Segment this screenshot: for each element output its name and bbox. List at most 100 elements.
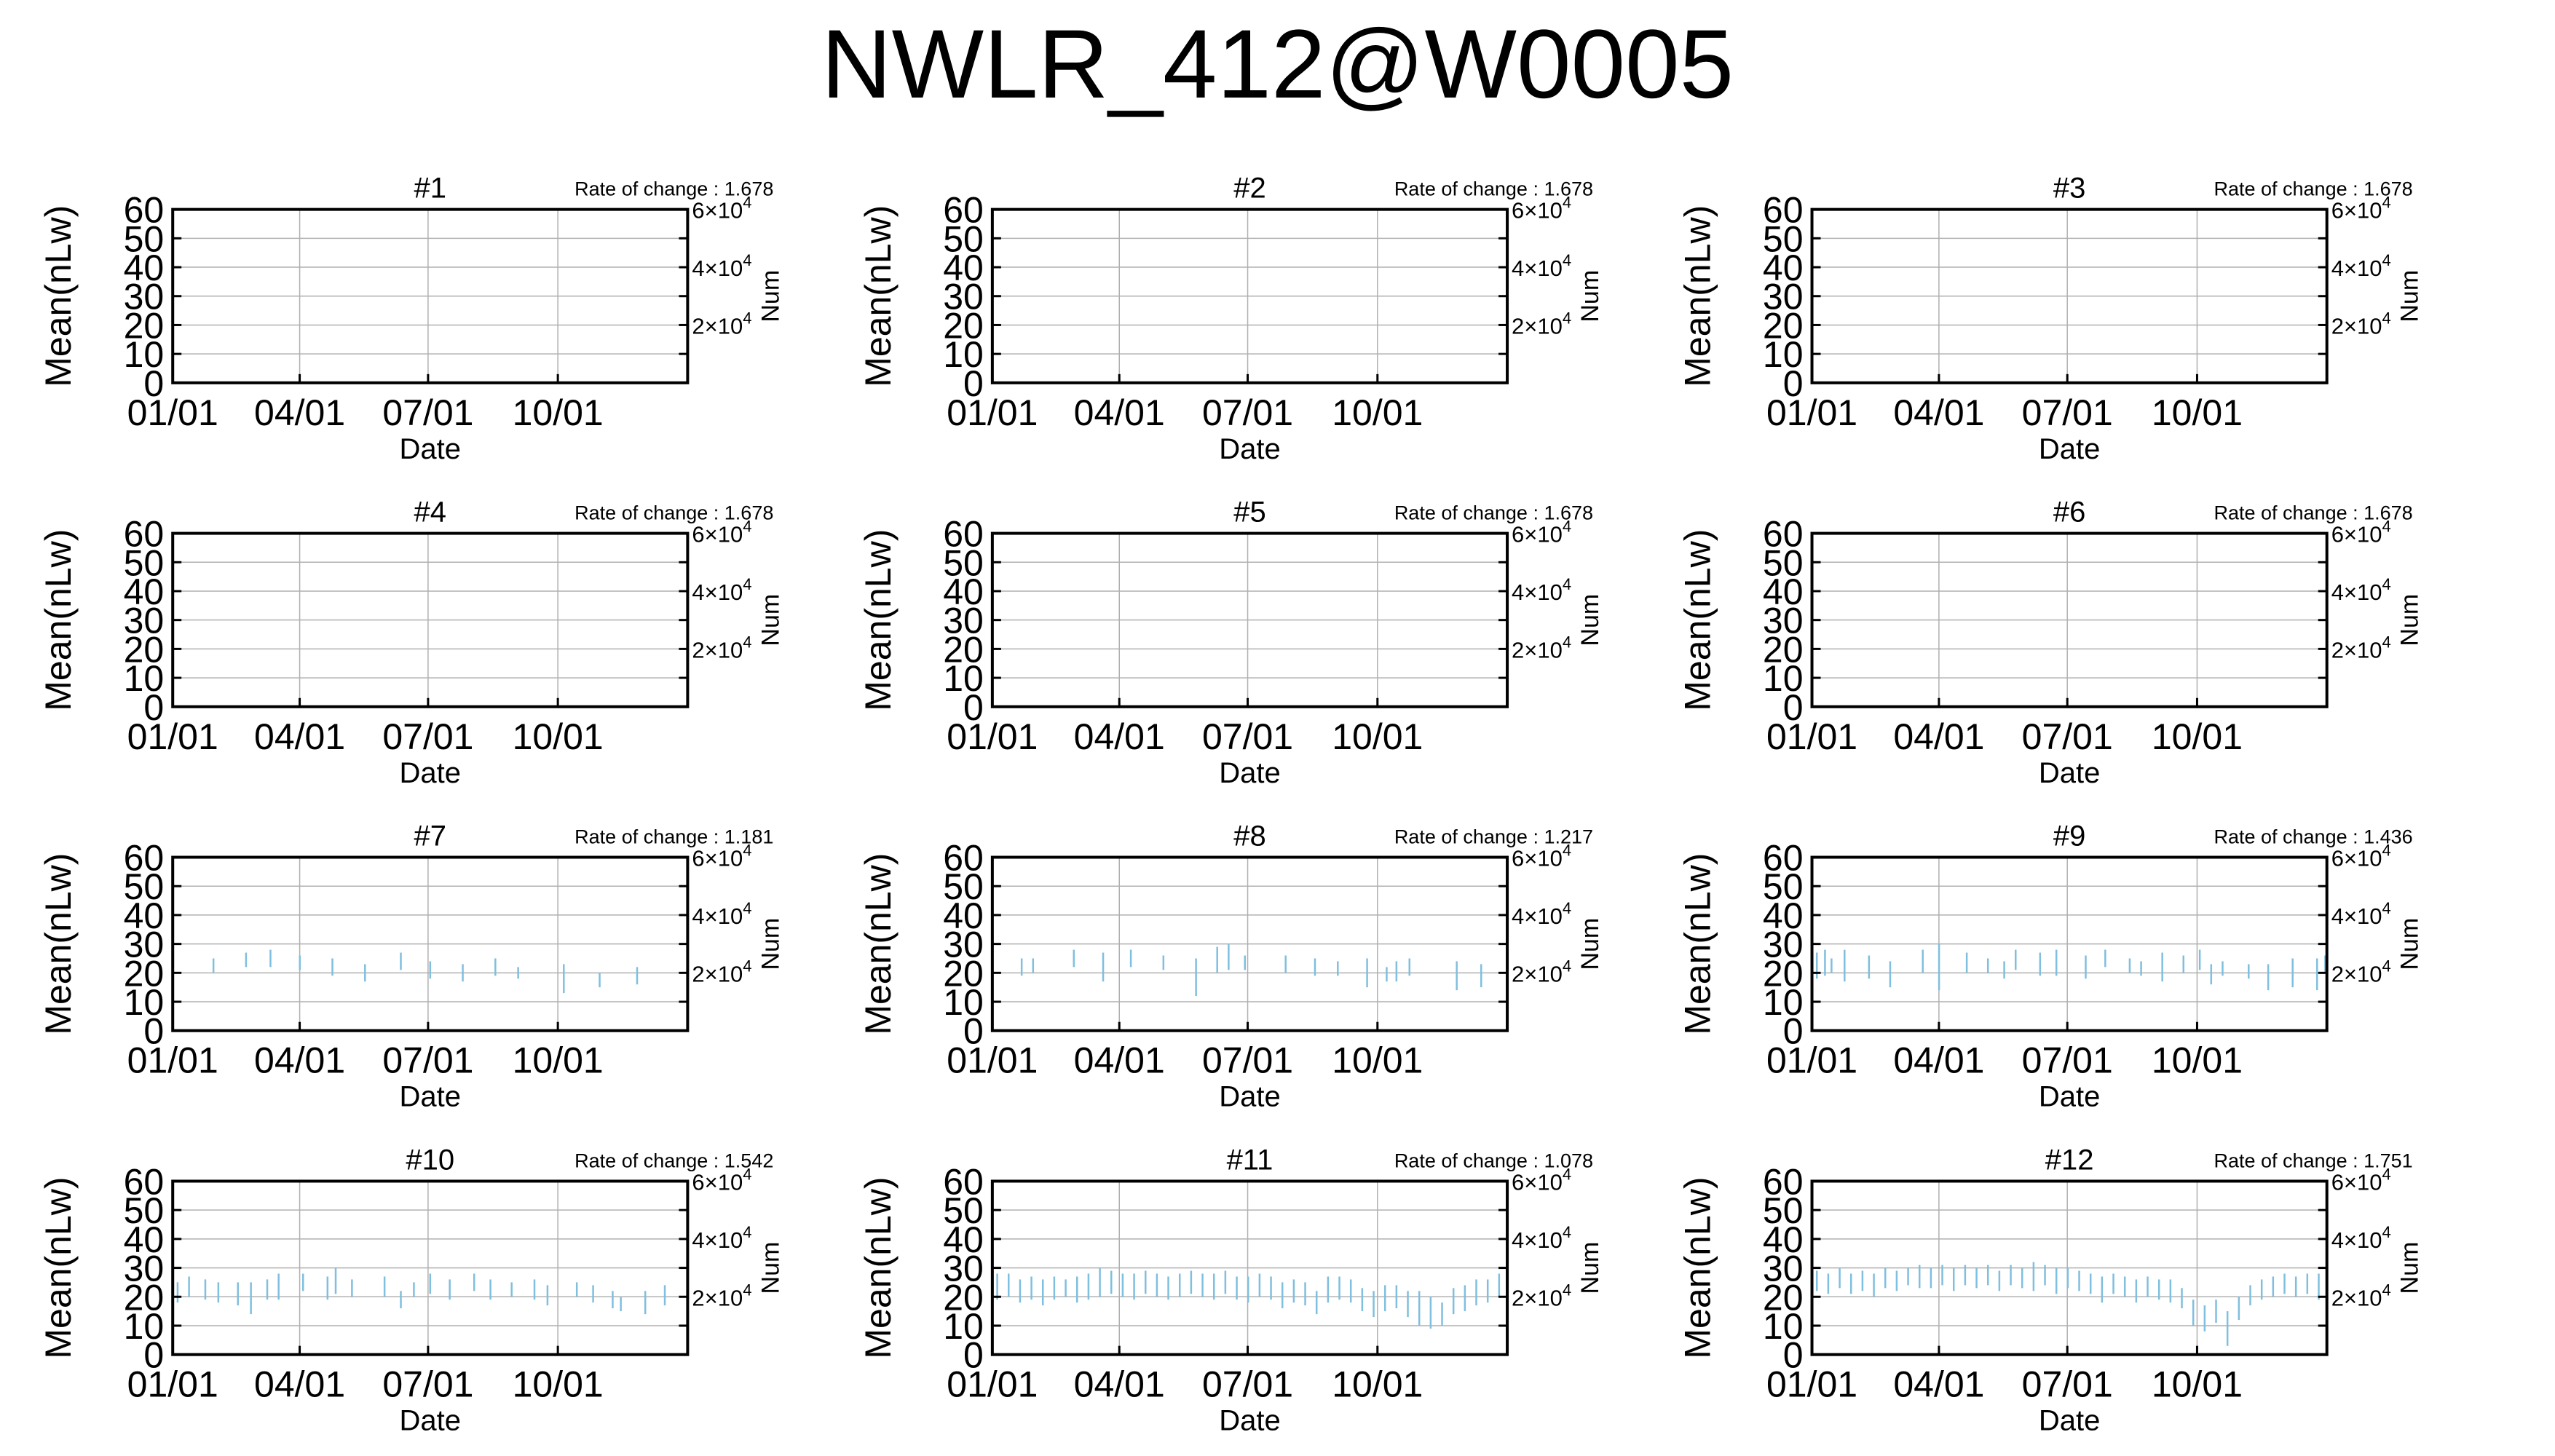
y-axis-label: Mean(nLw) [1678,529,1718,711]
x-tick-label: 04/01 [254,716,345,757]
x-tick-label: 07/01 [382,392,473,433]
y-tick-label: 60 [124,514,165,555]
y-tick-label: 10 [943,982,984,1023]
y-tick-label: 40 [124,895,165,936]
y-axis-label: Mean(nLw) [1678,1177,1718,1359]
y2-tick-label: 2×104 [1512,957,1571,986]
x-tick-label: 01/01 [127,1040,218,1081]
y2-tick-label: 2×104 [692,957,751,986]
y-tick-label: 40 [124,1219,165,1260]
y-tick-label: 0 [963,1335,984,1376]
x-tick-label: 04/01 [1893,1040,1984,1081]
y2-tick-label: 4×104 [692,1223,751,1253]
main-title: NWLR_412@W0005 [821,10,1734,119]
x-tick-label: 07/01 [2022,392,2113,433]
y-tick-label: 40 [943,248,984,288]
x-axis-label: Date [2039,1405,2101,1437]
y-tick-label: 0 [143,1011,164,1052]
y-tick-label: 20 [1763,305,1804,346]
y-tick-label: 30 [124,601,165,641]
y-tick-label: 30 [1763,601,1804,641]
y2-tick-label: 2×104 [1512,1281,1571,1310]
y2-tick-label: 4×104 [2331,899,2391,929]
y-tick-label: 60 [1763,838,1804,879]
errorbar-series [173,949,639,994]
y2-axis-label: Num [757,594,784,646]
rate-of-change-label: Rate of change : 1.542 [574,1150,773,1171]
x-tick-label: 01/01 [947,1040,1038,1081]
y-tick-label: 40 [1763,248,1804,288]
y2-tick-label: 6×104 [692,842,751,871]
panel-title: #5 [1233,496,1266,529]
x-tick-label: 04/01 [254,1364,345,1405]
x-tick-label: 10/01 [1332,1364,1423,1405]
y2-tick-label: 2×104 [692,309,751,339]
errorbar-series [176,1267,666,1315]
x-tick-label: 10/01 [1332,716,1423,757]
y2-tick-label: 6×104 [1512,194,1571,223]
x-tick-label: 10/01 [2152,1364,2243,1405]
y2-axis-label: Num [757,918,784,970]
y2-tick-label: 6×104 [2331,194,2391,223]
x-tick-label: 10/01 [2152,392,2243,433]
y2-tick-label: 2×104 [2331,957,2391,986]
y2-tick-label: 4×104 [2331,251,2391,281]
y-axis-label: Mean(nLw) [38,205,79,387]
panel-title: #2 [1233,173,1266,205]
y-axis-label: Mean(nLw) [38,1177,79,1359]
y-tick-label: 30 [943,277,984,317]
y-tick-label: 40 [943,571,984,612]
y-tick-label: 10 [943,334,984,375]
rate-of-change-label: Rate of change : 1.217 [1394,826,1593,848]
x-axis-label: Date [1219,1081,1281,1113]
x-tick-label: 07/01 [1202,1364,1293,1405]
y2-tick-label: 2×104 [2331,633,2391,662]
x-tick-label: 07/01 [1202,1040,1293,1081]
y2-axis-label: Num [2396,918,2424,970]
x-axis-label: Date [2039,433,2101,465]
x-tick-label: 07/01 [1202,392,1293,433]
y-tick-label: 40 [124,248,165,288]
x-tick-label: 04/01 [254,1040,345,1081]
y2-tick-label: 6×104 [1512,518,1571,547]
y2-axis-label: Num [2396,270,2424,323]
x-tick-label: 04/01 [1074,1040,1165,1081]
x-tick-label: 10/01 [2152,1040,2243,1081]
y2-tick-label: 6×104 [692,518,751,547]
x-tick-label: 07/01 [382,1040,473,1081]
x-tick-label: 01/01 [1766,392,1857,433]
x-tick-label: 07/01 [382,1364,473,1405]
panel-title: #8 [1233,820,1266,852]
y2-axis-label: Num [1576,594,1604,646]
y-tick-label: 10 [1763,982,1804,1023]
panel-title: #12 [2045,1144,2094,1176]
y2-tick-label: 4×104 [692,251,751,281]
y2-tick-label: 6×104 [2331,518,2391,547]
y2-tick-label: 2×104 [692,1281,751,1310]
y-tick-label: 0 [963,687,984,728]
y-tick-label: 0 [1783,1011,1804,1052]
y-axis-label: Mean(nLw) [1678,853,1718,1035]
y-tick-label: 20 [124,1277,165,1318]
rate-of-change-label: Rate of change : 1.678 [2214,502,2412,524]
y-tick-label: 60 [943,190,984,231]
y-tick-label: 60 [1763,514,1804,555]
y2-axis-label: Num [757,270,784,323]
rate-of-change-label: Rate of change : 1.678 [574,178,773,200]
y-tick-label: 50 [124,866,165,907]
panel-title: #3 [2053,173,2086,205]
y2-tick-label: 2×104 [2331,1281,2391,1310]
y2-tick-label: 6×104 [1512,842,1571,871]
x-tick-label: 04/01 [1893,716,1984,757]
y-tick-label: 0 [1783,1335,1804,1376]
y-tick-label: 50 [1763,218,1804,259]
x-axis-label: Date [400,1081,462,1113]
y-tick-label: 60 [1763,1161,1804,1202]
y-tick-label: 40 [943,895,984,936]
